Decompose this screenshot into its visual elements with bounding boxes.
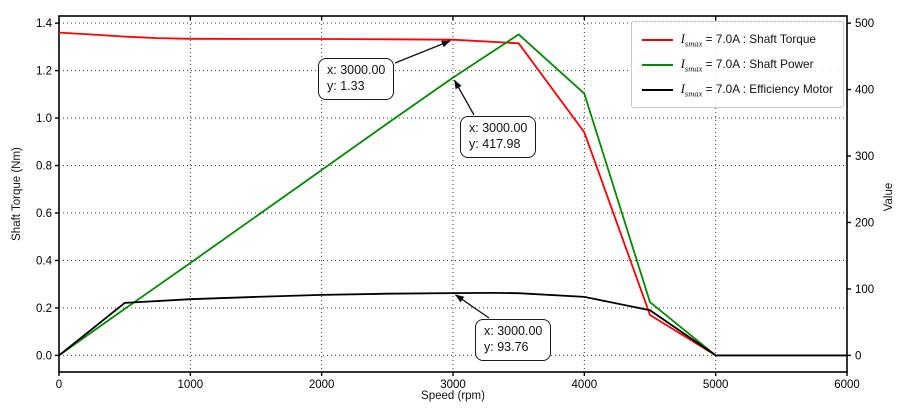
y-tick-label-left: 1.2 (36, 66, 52, 78)
annotation-x-value: x: 3000.00 (484, 324, 543, 338)
legend-label: Ismax = 7.0A : Efficiency Motor (680, 80, 833, 99)
series-line-efficiency-motor (58, 291, 847, 357)
x-tick-label: 1000 (178, 379, 204, 391)
legend-line-sample-red (641, 38, 673, 41)
legend-item-efficiency-motor: Ismax = 7.0A : Efficiency Motor (638, 77, 833, 102)
y-tick-label-right: 400 (855, 85, 874, 97)
x-tick-label: 6000 (834, 379, 860, 391)
annotation-arrow (394, 40, 451, 64)
annotation-x-value: x: 3000.00 (327, 63, 386, 77)
x-tick-label: 3000 (440, 379, 466, 391)
y-tick-label-right: 300 (855, 151, 874, 163)
x-tick-label: 0 (56, 379, 62, 391)
y-tick-label-left: 0.0 (36, 350, 52, 362)
y-tick-label-left: 1.4 (36, 18, 53, 30)
y-axis-label-right: Value (883, 182, 895, 212)
y-tick-label-right: 500 (855, 18, 874, 30)
legend-item-shaft-power: Ismax = 7.0A : Shaft Power (638, 52, 833, 77)
annotation-y-value: y: 93.76 (484, 340, 529, 355)
annotation-y-value: y: 417.98 (469, 137, 521, 152)
legend-line-sample-green (641, 63, 673, 66)
y-tick-label-right: 200 (855, 217, 874, 229)
y-tick-label-right: 100 (855, 284, 874, 296)
x-tick-label: 5000 (703, 379, 729, 391)
annotation-arrow (453, 79, 475, 116)
y-tick-label-left: 0.4 (36, 255, 53, 267)
annotation-x-value: x: 3000.00 (469, 121, 528, 135)
y-tick-label-left: 0.6 (36, 208, 52, 220)
x-tick-label: 2000 (309, 379, 335, 391)
annotation-shaft-power: x: 3000.00 y: 417.98 (460, 116, 537, 158)
annotation-y-value: y: 1.33 (327, 79, 365, 94)
annotation-shaft-torque: x: 3000.00 y: 1.33 (318, 58, 395, 100)
legend: Ismax = 7.0A : Shaft Torque Ismax = 7.0A… (630, 21, 844, 108)
x-axis-label: Speed (rpm) (421, 390, 485, 402)
y-tick-label-left: 0.2 (36, 303, 52, 315)
legend-label: Ismax = 7.0A : Shaft Torque (680, 30, 816, 49)
annotation-arrow (455, 294, 490, 319)
y-tick-label-left: 0.8 (36, 161, 52, 173)
legend-line-sample-black (641, 88, 673, 91)
y-tick-label-right: 0 (855, 350, 861, 362)
legend-label: Ismax = 7.0A : Shaft Power (680, 55, 814, 74)
y-axis-label-left: Shaft Torque (Nm) (11, 147, 23, 241)
y-tick-label-left: 1.0 (36, 113, 52, 125)
legend-item-shaft-torque: Ismax = 7.0A : Shaft Torque (638, 27, 833, 52)
series-line-shaft-torque (58, 31, 847, 357)
annotation-efficiency: x: 3000.00 y: 93.76 (475, 319, 552, 361)
x-tick-label: 4000 (572, 379, 598, 391)
